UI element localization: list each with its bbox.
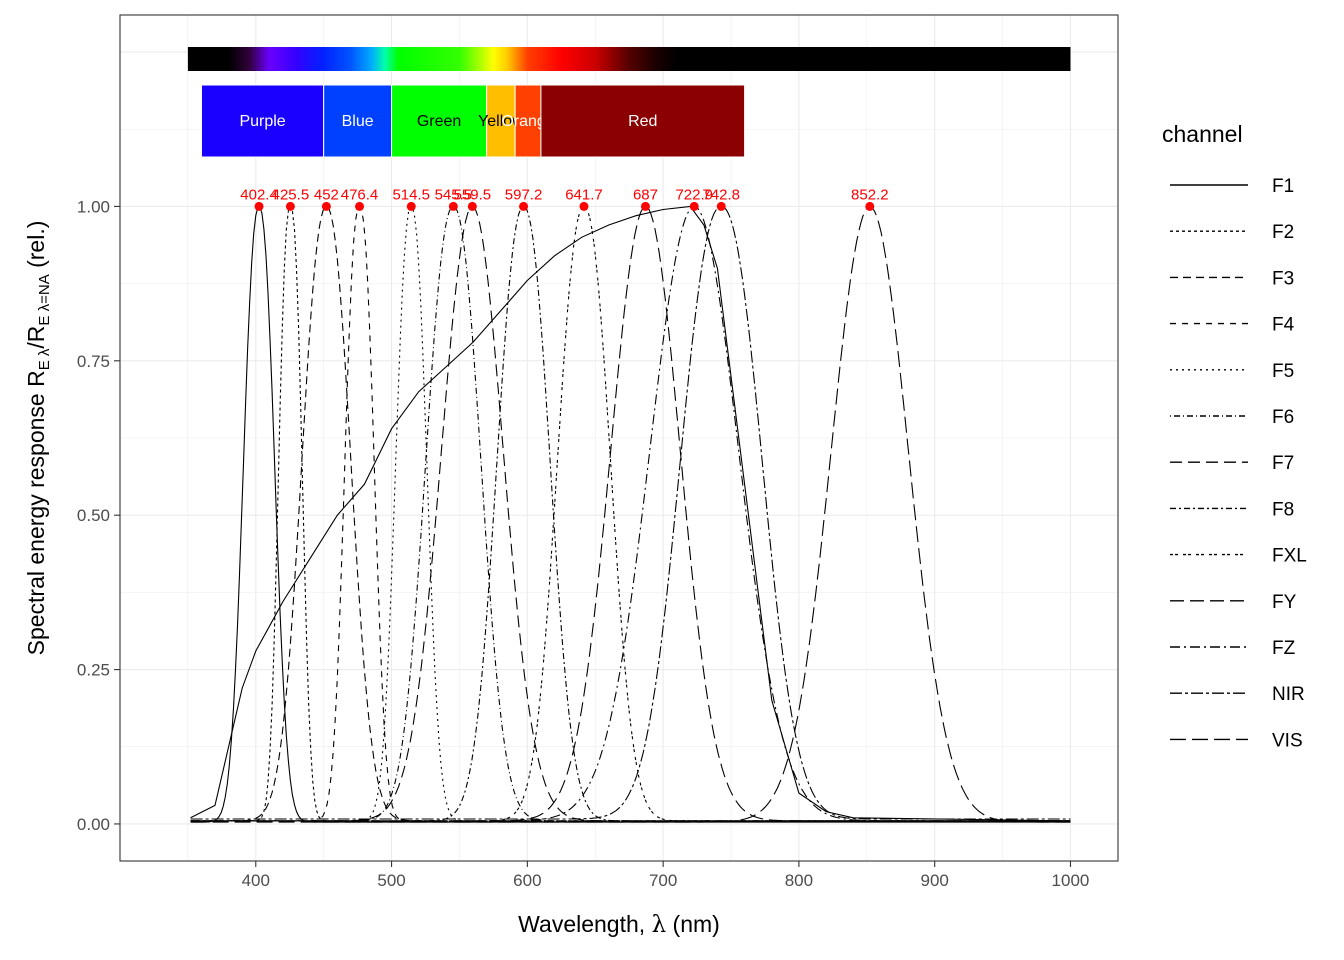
legend-label-f5: F5 — [1272, 361, 1294, 382]
legend-label-fy: FY — [1272, 592, 1297, 613]
y-tick-label: 1.00 — [77, 197, 110, 216]
spectrum-gradient-bar — [187, 47, 1071, 71]
legend-label-nir: NIR — [1272, 684, 1305, 705]
peak-point-fy — [640, 201, 650, 211]
x-tick-label: 800 — [785, 871, 813, 890]
peak-point-f1 — [254, 201, 264, 211]
legend-label-f7: F7 — [1272, 453, 1294, 474]
peak-point-vis — [865, 201, 875, 211]
x-axis-title: Wavelength, λ (nm) — [518, 911, 720, 938]
peak-point-f8 — [519, 201, 529, 211]
legend-label-f2: F2 — [1272, 222, 1294, 243]
peak-label-f8: 597.2 — [505, 186, 543, 203]
band-label-red: Red — [628, 113, 657, 130]
legend-label-f3: F3 — [1272, 268, 1294, 289]
series-line-fz — [190, 205, 1071, 822]
series-line-broad — [190, 205, 1071, 822]
y-tick-label: 0.25 — [77, 661, 110, 680]
peak-label-f7: 559.5 — [454, 186, 492, 203]
peak-label-nir: 742.8 — [702, 186, 740, 203]
peak-label-f1: 402.4 — [240, 186, 278, 203]
series-lines — [190, 205, 1071, 823]
x-tick-label: 600 — [513, 871, 541, 890]
band-blue — [323, 84, 393, 158]
legend-label-f8: F8 — [1272, 499, 1294, 520]
x-tick-label: 400 — [242, 871, 270, 890]
legend-label-f4: F4 — [1272, 315, 1295, 336]
band-green — [391, 84, 488, 158]
band-purple — [200, 84, 325, 158]
peak-label-fy: 687 — [633, 186, 658, 203]
axes: 400 500 600 700 800 900 1000 0.00 0.25 0.50 0.75 1.… — [77, 197, 1089, 890]
peak-label-fz: 722.9 — [675, 186, 713, 203]
x-tick-label: 900 — [921, 871, 949, 890]
band-label-purple: Purple — [239, 113, 285, 130]
y-tick-label: 0.00 — [77, 815, 110, 834]
legend-label-fxl: FXL — [1272, 546, 1307, 567]
peak-label-vis: 852.2 — [851, 186, 889, 203]
peak-point-f7 — [467, 201, 477, 211]
legend-label-fz: FZ — [1272, 638, 1296, 659]
peak-label-f3: 452 — [314, 186, 339, 203]
legend-title: channel — [1162, 121, 1243, 147]
y-tick-label: 0.50 — [77, 506, 110, 525]
legend: channel F1 F2 F3 F4 F5 F6 F7 F8 FXL FY FZ NIR VIS — [1162, 121, 1307, 751]
legend-label-f1: F1 — [1272, 176, 1294, 197]
y-axis-title: Spectral energy response RE λ/RE λ=NA (r… — [23, 221, 53, 656]
peak-point-f6 — [448, 201, 458, 211]
legend-label-vis: VIS — [1272, 730, 1303, 751]
peak-label-f6: 545.5 — [435, 186, 473, 203]
peak-point-f4 — [355, 201, 365, 211]
band-label-blue: Blue — [342, 113, 374, 130]
x-tick-label: 500 — [377, 871, 405, 890]
peak-point-fz — [689, 201, 699, 211]
peak-point-f3 — [321, 201, 331, 211]
peak-label-f2: 425.5 — [272, 186, 310, 203]
peak-label-f5: 514.5 — [392, 186, 430, 203]
peak-point-fxl — [579, 201, 589, 211]
peak-point-f5 — [406, 201, 416, 211]
band-label-yellow: Yellow — [478, 113, 524, 130]
legend-label-f6: F6 — [1272, 407, 1294, 428]
plot-panel-border — [119, 14, 1119, 862]
x-tick-label: 1000 — [1052, 871, 1090, 890]
peak-label-fxl: 641.7 — [565, 186, 603, 203]
band-label-green: Green — [417, 113, 461, 130]
peak-point-nir — [716, 201, 726, 211]
spectrum-bar — [187, 47, 1071, 71]
x-tick-label: 700 — [649, 871, 677, 890]
band-red — [540, 84, 746, 158]
peak-point-f2 — [285, 201, 295, 211]
peak-label-f4: 476.4 — [341, 186, 379, 203]
series-line-vis — [190, 206, 1071, 823]
y-tick-label: 0.75 — [77, 352, 110, 371]
band-yellow — [486, 84, 516, 158]
